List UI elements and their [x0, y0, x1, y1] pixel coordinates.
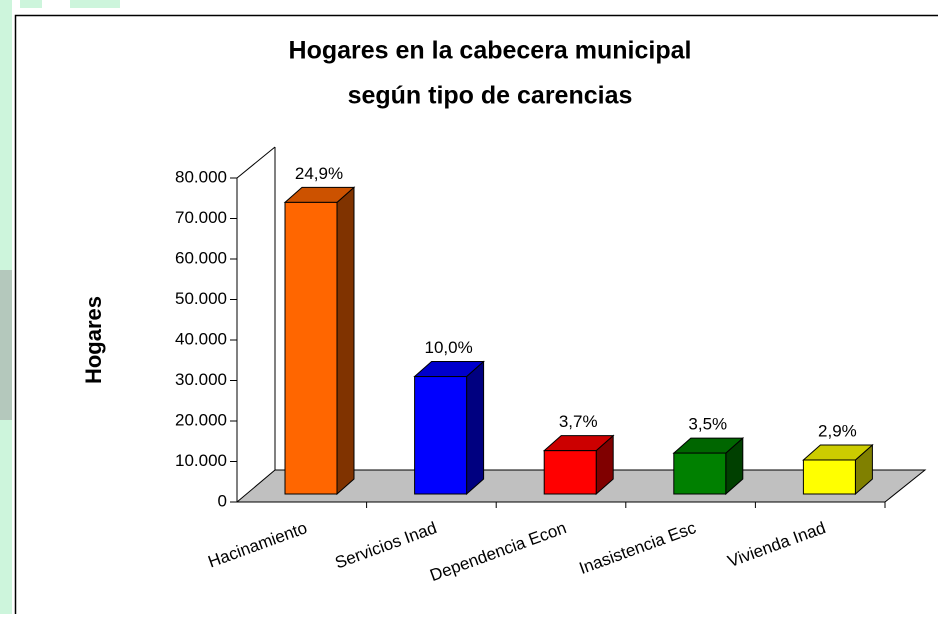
chart-title: según tipo de carencias: [348, 82, 633, 110]
y-tick-label: 60.000: [175, 248, 227, 267]
y-tick-label: 20.000: [175, 410, 227, 429]
chart-title: Hogares en la cabecera municipal: [289, 37, 692, 65]
y-tick-label: 70.000: [175, 208, 227, 227]
y-axis-label: Hogares: [81, 296, 106, 384]
bar-label: 10,0%: [424, 338, 472, 357]
bar-label: 3,7%: [559, 412, 598, 431]
left-strip-gray: [0, 270, 12, 420]
bar: [415, 377, 467, 494]
bar-label: 24,9%: [295, 164, 343, 183]
y-tick-label: 30.000: [175, 370, 227, 389]
y-tick-label: 10.000: [175, 451, 227, 470]
bar: [674, 453, 726, 494]
bar-side: [337, 187, 354, 494]
bar: [544, 451, 596, 494]
bar-label: 2,9%: [818, 421, 857, 440]
bar-label: 3,5%: [688, 415, 727, 434]
y-tick-label: 50.000: [175, 289, 227, 308]
y-tick-label: 0: [218, 491, 227, 510]
top-strip: [70, 0, 120, 8]
top-strip: [20, 0, 42, 8]
bar: [803, 460, 855, 494]
bar-side: [467, 362, 484, 494]
y-tick-label: 40.000: [175, 329, 227, 348]
y-tick-label: 80.000: [175, 167, 227, 186]
bar: [285, 202, 337, 494]
